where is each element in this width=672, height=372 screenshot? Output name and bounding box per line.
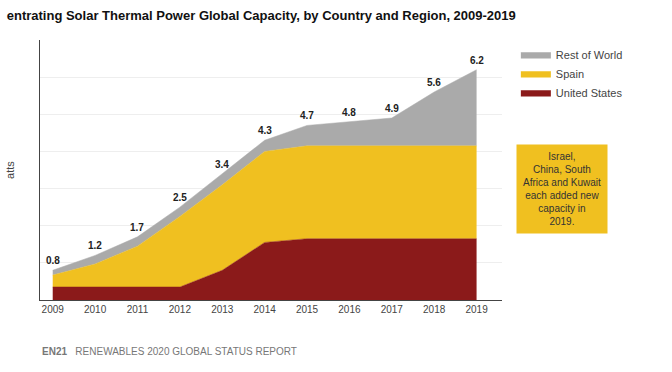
svg-text:4.9: 4.9	[385, 103, 399, 114]
svg-text:Israel,China, SouthAfrica and: Israel,China, SouthAfrica and Kuwaiteach…	[523, 151, 601, 227]
svg-text:3.4: 3.4	[215, 159, 229, 170]
svg-text:4.3: 4.3	[258, 125, 272, 136]
svg-text:2016: 2016	[338, 304, 361, 315]
svg-text:2014: 2014	[254, 304, 277, 315]
svg-text:2013: 2013	[211, 304, 234, 315]
svg-text:0.8: 0.8	[46, 255, 60, 266]
svg-text:atts: atts	[4, 161, 16, 179]
svg-text:2017: 2017	[381, 304, 404, 315]
svg-text:2011: 2011	[127, 304, 149, 315]
svg-text:4.7: 4.7	[300, 110, 314, 121]
svg-text:2009: 2009	[42, 304, 65, 315]
svg-text:2.5: 2.5	[173, 192, 187, 203]
svg-text:4.8: 4.8	[342, 107, 356, 118]
svg-text:2019: 2019	[465, 304, 488, 315]
svg-text:5.6: 5.6	[427, 77, 441, 88]
svg-text:6.2: 6.2	[470, 55, 484, 66]
svg-text:entrating Solar Thermal Power: entrating Solar Thermal Power Global Cap…	[7, 8, 516, 23]
svg-text:2018: 2018	[423, 304, 446, 315]
svg-text:2012: 2012	[169, 304, 192, 315]
svg-text:1.7: 1.7	[130, 222, 144, 233]
svg-text:Rest of World: Rest of World	[556, 49, 622, 61]
svg-text:United States: United States	[556, 87, 623, 99]
svg-text:1.2: 1.2	[88, 240, 102, 251]
svg-text:2015: 2015	[296, 304, 319, 315]
svg-text:EN21 RENEWABLES 2020 GLOBAL: EN21 RENEWABLES 2020 GLOBAL STATUS REPOR…	[42, 346, 297, 357]
svg-text:Spain: Spain	[556, 68, 584, 80]
svg-text:2010: 2010	[84, 304, 107, 315]
